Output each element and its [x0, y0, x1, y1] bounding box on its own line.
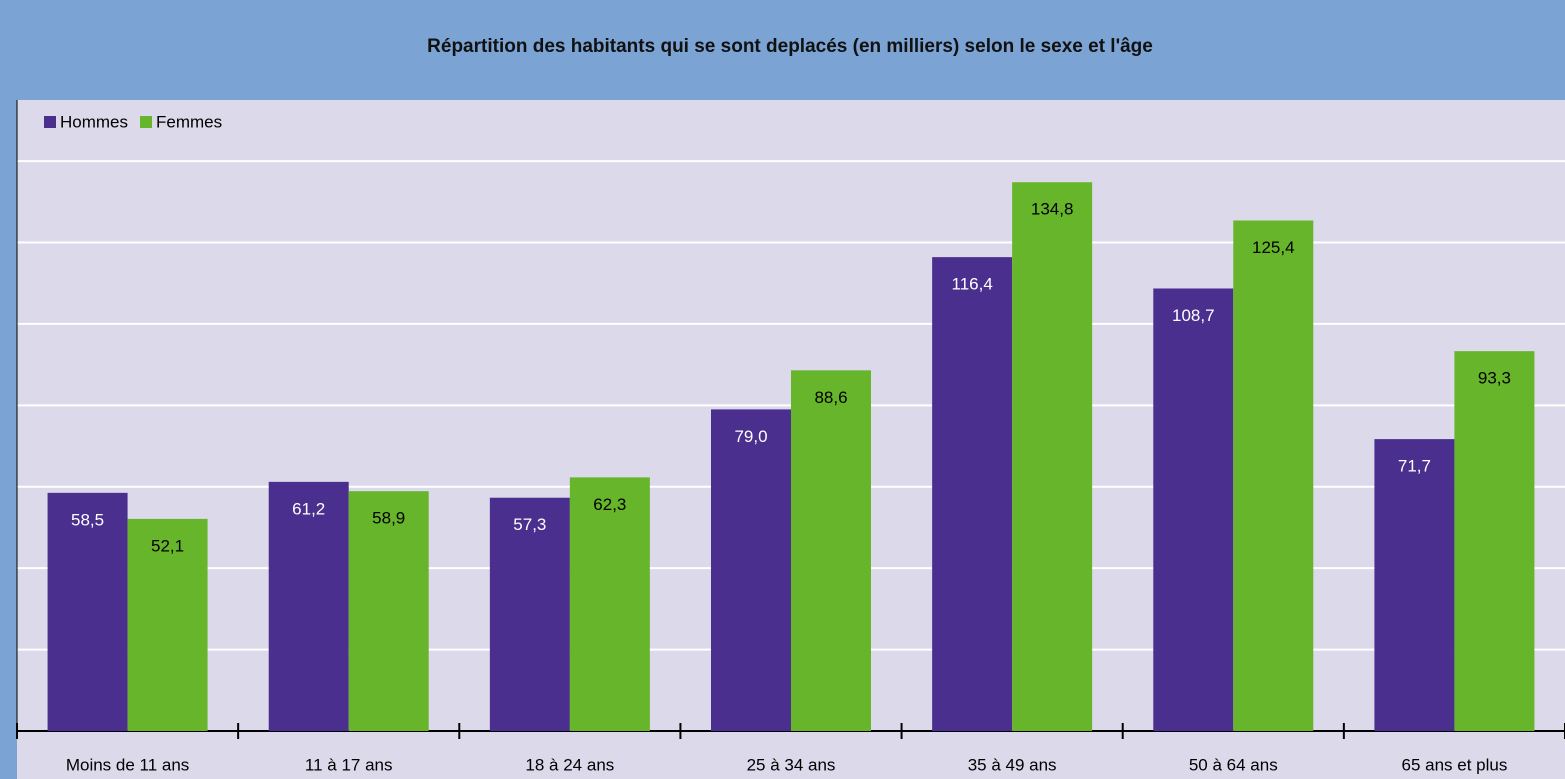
bar: [348, 491, 429, 731]
x-tick-label: 25 à 34 ans: [747, 755, 836, 774]
chart-title: Répartition des habitants qui se sont de…: [427, 36, 1153, 57]
data-label: 61,2: [292, 499, 325, 518]
legend-label: Femmes: [156, 112, 222, 131]
data-label: 116,4: [952, 275, 993, 294]
data-label: 71,7: [1398, 457, 1431, 476]
bar: [1233, 220, 1314, 731]
x-tick-label: 65 ans et plus: [1401, 755, 1507, 774]
x-tick-label: 11 à 17 ans: [305, 755, 393, 774]
bar: [1153, 288, 1234, 731]
data-label: 62,3: [593, 495, 626, 514]
data-label: 52,1: [151, 536, 184, 555]
data-label: 58,5: [71, 510, 104, 529]
data-label: 134,8: [1031, 200, 1074, 219]
bar: [791, 370, 871, 731]
data-label: 93,3: [1478, 369, 1511, 388]
data-label: 79,0: [734, 427, 767, 446]
data-label: 108,7: [1172, 306, 1215, 325]
data-label: 125,4: [1252, 238, 1295, 257]
bar: [932, 257, 1013, 731]
legend-label: Hommes: [60, 112, 128, 131]
bar: [1012, 182, 1093, 732]
data-label: 88,6: [814, 388, 847, 407]
bar: [489, 497, 570, 731]
x-tick-label: 35 à 49 ans: [968, 755, 1057, 774]
bar: [1374, 439, 1455, 731]
data-label: 58,9: [372, 509, 405, 528]
legend-swatch: [44, 116, 56, 128]
x-tick-label: Moins de 11 ans: [66, 755, 189, 774]
x-tick-label: 18 à 24 ans: [525, 755, 614, 774]
bar: [569, 477, 650, 731]
bar: [711, 409, 791, 731]
bar: [127, 518, 208, 731]
bar: [47, 492, 128, 731]
x-tick-label: 50 à 64 ans: [1189, 755, 1278, 774]
bar: [268, 481, 349, 731]
legend-swatch: [140, 116, 153, 128]
data-label: 57,3: [513, 515, 546, 534]
bar: [1454, 351, 1535, 731]
